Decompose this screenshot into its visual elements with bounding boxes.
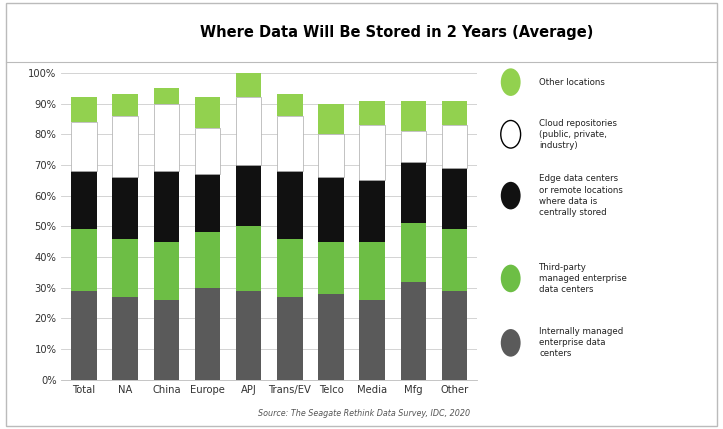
Bar	[359, 300, 385, 380]
Bar	[194, 233, 221, 287]
Bar	[236, 73, 262, 97]
Bar	[359, 242, 385, 300]
Bar	[154, 300, 179, 380]
Bar	[113, 177, 138, 239]
Bar	[154, 171, 179, 242]
Bar	[318, 134, 344, 177]
Circle shape	[501, 121, 521, 148]
Text: FIGURE 2: FIGURE 2	[25, 26, 94, 39]
Bar	[72, 122, 97, 171]
Bar	[277, 239, 303, 297]
Bar	[194, 287, 221, 380]
Circle shape	[501, 265, 521, 292]
Bar	[442, 125, 467, 168]
Bar	[72, 97, 97, 122]
Text: Other locations: Other locations	[539, 78, 605, 87]
Bar	[194, 128, 221, 174]
Bar	[401, 162, 426, 223]
Bar	[154, 88, 179, 104]
Bar	[72, 171, 97, 230]
Circle shape	[501, 329, 521, 356]
Bar	[194, 97, 221, 128]
Bar	[359, 125, 385, 180]
Bar	[113, 297, 138, 380]
Bar	[236, 97, 262, 165]
Bar	[113, 239, 138, 297]
Bar	[154, 104, 179, 171]
Bar	[318, 242, 344, 294]
Bar	[277, 116, 303, 171]
Bar	[442, 230, 467, 291]
Bar	[359, 180, 385, 242]
Circle shape	[501, 182, 521, 209]
Bar	[113, 94, 138, 116]
Bar	[318, 177, 344, 242]
Bar	[277, 171, 303, 239]
Bar	[194, 174, 221, 233]
Bar	[113, 116, 138, 177]
Text: Where Data Will Be Stored in 2 Years (Average): Where Data Will Be Stored in 2 Years (Av…	[200, 25, 594, 40]
Bar	[236, 227, 262, 291]
Bar	[318, 294, 344, 380]
Bar	[236, 165, 262, 227]
Bar	[442, 100, 467, 125]
Text: Third-party
managed enterprise
data centers: Third-party managed enterprise data cent…	[539, 263, 628, 294]
Bar	[277, 94, 303, 116]
Circle shape	[501, 68, 521, 96]
Bar	[154, 242, 179, 300]
Text: Cloud repositories
(public, private,
industry): Cloud repositories (public, private, ind…	[539, 119, 617, 150]
Bar	[401, 223, 426, 281]
Bar	[359, 100, 385, 125]
Bar	[236, 291, 262, 380]
Bar	[401, 281, 426, 380]
Bar	[442, 168, 467, 230]
Bar	[277, 297, 303, 380]
Bar	[442, 291, 467, 380]
Text: Edge data centers
or remote locations
where data is
centrally stored: Edge data centers or remote locations wh…	[539, 175, 623, 217]
Bar	[401, 100, 426, 131]
Bar	[72, 291, 97, 380]
Text: Internally managed
enterprise data
centers: Internally managed enterprise data cente…	[539, 327, 624, 359]
Text: Source: The Seagate Rethink Data Survey, IDC, 2020: Source: The Seagate Rethink Data Survey,…	[258, 409, 470, 418]
Bar	[72, 230, 97, 291]
Bar	[401, 131, 426, 162]
Bar	[318, 104, 344, 134]
